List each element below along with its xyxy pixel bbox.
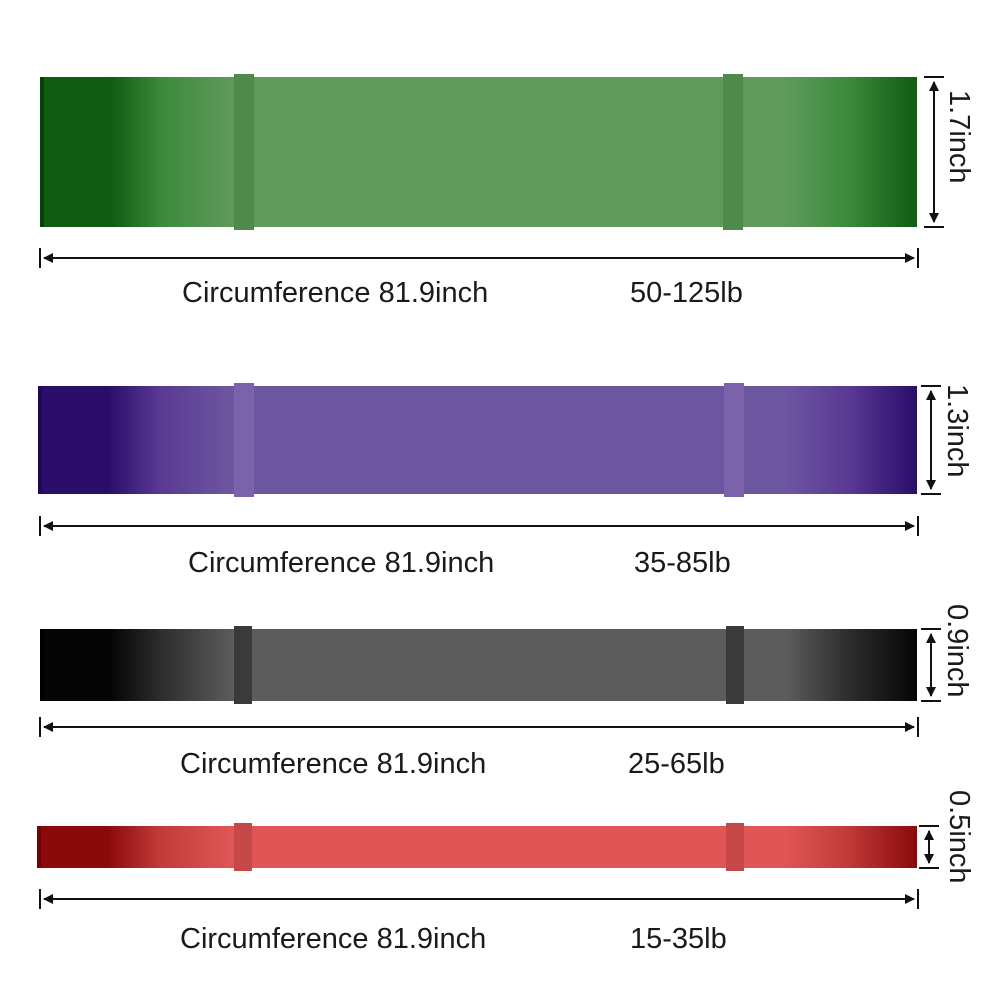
band-purple: Circumference 81.9inch 35-85lb 1.3inch [38, 383, 973, 579]
resistance-label: 50-125lb [630, 277, 743, 309]
band-strap-left [234, 74, 254, 230]
band-green: Circumference 81.9inch 50-125lb 1.7inch [39, 74, 975, 309]
circumference-label: Circumference 81.9inch [188, 547, 494, 579]
band-strap-left [234, 823, 252, 871]
band-body [37, 826, 917, 868]
height-label: 1.7inch [943, 90, 975, 184]
resistance-label: 15-35lb [630, 923, 727, 955]
band-edge [40, 77, 44, 227]
height-label: 0.9inch [941, 604, 973, 698]
circumference-label: Circumference 81.9inch [182, 277, 488, 309]
circumference-label: Circumference 81.9inch [180, 923, 486, 955]
band-red: Circumference 81.9inch 15-35lb 0.5inch [37, 790, 975, 955]
band-edge [37, 826, 41, 868]
height-label: 0.5inch [943, 790, 975, 884]
band-edge [40, 629, 44, 701]
band-strap-left [234, 626, 252, 704]
band-body [40, 77, 917, 227]
resistance-label: 25-65lb [628, 748, 725, 780]
band-strap-right [724, 383, 744, 497]
band-strap-right [723, 74, 743, 230]
height-label: 1.3inch [941, 384, 973, 478]
band-black: Circumference 81.9inch 25-65lb 0.9inch [39, 604, 973, 780]
band-strap-left [234, 383, 254, 497]
band-strap-right [726, 823, 744, 871]
band-body [38, 386, 917, 494]
circumference-label: Circumference 81.9inch [180, 748, 486, 780]
resistance-label: 35-85lb [634, 547, 731, 579]
band-body [40, 629, 917, 701]
band-strap-right [726, 626, 744, 704]
band-edge [38, 386, 42, 494]
